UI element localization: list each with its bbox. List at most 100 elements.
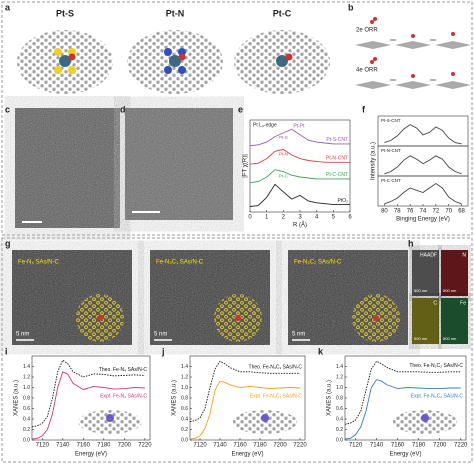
y-tick-label: 0.6	[181, 406, 188, 412]
y-tick-label: 0.6	[336, 406, 343, 412]
eds-map-tint	[441, 298, 468, 344]
reaction-label: 4e ORR	[356, 68, 378, 74]
structure-title: Pt-N	[166, 8, 185, 18]
x-tick-label: 7220	[293, 443, 307, 449]
y-axis-label: XANES (a.u.)	[172, 380, 178, 416]
frame-top	[1, 1, 473, 236]
x-tick-label: 7140	[213, 443, 227, 449]
y-axis-label: |FT χ(R)|	[243, 154, 249, 178]
x-tick-label: 68	[458, 209, 465, 215]
x-tick-label: 6	[348, 215, 352, 221]
y-tick-label: 0.2	[336, 427, 343, 433]
panel-label: c	[5, 104, 10, 114]
frame-bottom	[1, 237, 473, 463]
x-tick-label: 5	[332, 215, 336, 221]
x-axis-label: Energy (eV)	[389, 452, 421, 458]
y-tick-label: 1.2	[23, 374, 30, 380]
ft-curve	[249, 183, 350, 207]
x-tick-label: 7160	[391, 443, 405, 449]
peak-label: Pt-N	[279, 152, 288, 157]
stem-images	[12, 108, 408, 345]
x-tick-label: 7200	[433, 443, 447, 449]
series-label: Pt-S-CNT	[326, 137, 348, 143]
y-tick-label: 1.2	[336, 374, 343, 380]
scale-label: 5 nm	[154, 332, 167, 338]
peak-label: Pt-S	[279, 135, 288, 140]
xanes-curve	[31, 371, 145, 440]
scale-label: 500 nm	[443, 288, 457, 293]
panel-label: j	[161, 346, 165, 356]
x-tick-label: 7120	[36, 443, 50, 449]
x-tick-label: 7220	[454, 443, 468, 449]
panel-label: e	[238, 104, 243, 114]
peak-label: Pt-Pt	[293, 123, 305, 129]
x-tick-label: 2	[282, 215, 286, 221]
x-tick-label: 7140	[56, 443, 70, 449]
panel-a-structures	[17, 30, 330, 94]
y-tick-label: 1.0	[181, 385, 188, 391]
y-tick-label: 0.6	[23, 406, 30, 412]
xanes-curve	[344, 379, 461, 440]
xps-curve	[384, 182, 462, 205]
xanes-curve	[189, 380, 301, 440]
y-tick-label: 1.4	[336, 364, 343, 370]
peak-label: Pt-C	[279, 174, 289, 179]
y-tick-label: 1.0	[23, 385, 30, 391]
ft-curve	[249, 169, 350, 184]
y-tick-label: 0.8	[181, 395, 188, 401]
y-tick-label: 0.8	[23, 395, 30, 401]
ft-curve	[249, 128, 350, 147]
y-tick-label: 0.4	[181, 416, 188, 422]
x-tick-label: 7120	[349, 443, 363, 449]
series-label: Expt. Fe-N₂C₂ SAs/N-C	[411, 393, 464, 399]
series-label: Expt. Fe-N₃C₁ SAs/N-C	[250, 393, 302, 399]
series-label: PtO₂	[337, 198, 348, 204]
y-tick-label: 0.0	[23, 437, 30, 443]
panel-title: Pt L₃-edge	[253, 122, 277, 128]
panel-label: k	[318, 346, 324, 356]
map-label: C	[433, 300, 437, 306]
panel-label: f	[362, 104, 366, 114]
panel-name: Pt-C-CNT	[381, 178, 401, 183]
x-tick-label: 0	[248, 215, 252, 221]
eds-map-noise	[412, 298, 439, 344]
x-tick-label: 7180	[412, 443, 426, 449]
y-tick-label: 0.2	[23, 427, 30, 433]
y-tick-label: 0.4	[23, 416, 30, 422]
x-tick-label: 7120	[193, 443, 207, 449]
sample-label: Fe-N₃C₁ SAs/N-C	[156, 260, 204, 266]
series-label: Pt-N-CNT	[326, 156, 348, 162]
x-tick-label: 7220	[138, 443, 152, 449]
x-tick-label: 1	[265, 215, 269, 221]
y-tick-label: 0.2	[181, 427, 188, 433]
x-tick-label: 76	[407, 209, 414, 215]
y-tick-label: 0.0	[336, 437, 343, 443]
panel-label: i	[5, 346, 8, 356]
y-axis-label: XANES (a.u.)	[14, 380, 20, 416]
panel-label: d	[120, 104, 126, 114]
eds-map-noise	[441, 250, 468, 296]
x-tick-label: 7180	[253, 443, 267, 449]
panel-b-schematic	[355, 17, 471, 89]
reaction-label: 2e ORR	[356, 28, 378, 34]
series-label: Expt. Fe-N₄ SAs/N-C	[100, 393, 147, 399]
map-label: N	[462, 252, 466, 258]
xanes-curve	[344, 360, 461, 425]
series-label: Theo. Fe-N₂C₂ SAs/N-C	[409, 363, 463, 369]
x-axis-label: Energy (eV)	[231, 452, 263, 458]
x-tick-label: 78	[394, 209, 401, 215]
x-axis-label: Energy (eV)	[75, 452, 107, 458]
x-tick-label: 3	[298, 215, 302, 221]
y-axis-label: XANES (a.u.)	[327, 380, 333, 416]
panel-label: h	[408, 238, 414, 248]
x-tick-label: 7160	[77, 443, 91, 449]
panel-label: b	[348, 2, 354, 12]
scale-label: 500 nm	[414, 288, 428, 293]
eds-map-tint	[412, 298, 439, 344]
panel-label: g	[5, 238, 11, 248]
x-tick-label: 7200	[273, 443, 287, 449]
xanes-curve	[31, 359, 145, 428]
scale-label: 5 nm	[292, 332, 305, 338]
sample-label: Fe-N₄ SAs/N-C	[18, 260, 59, 266]
y-tick-label: 1.0	[336, 385, 343, 391]
